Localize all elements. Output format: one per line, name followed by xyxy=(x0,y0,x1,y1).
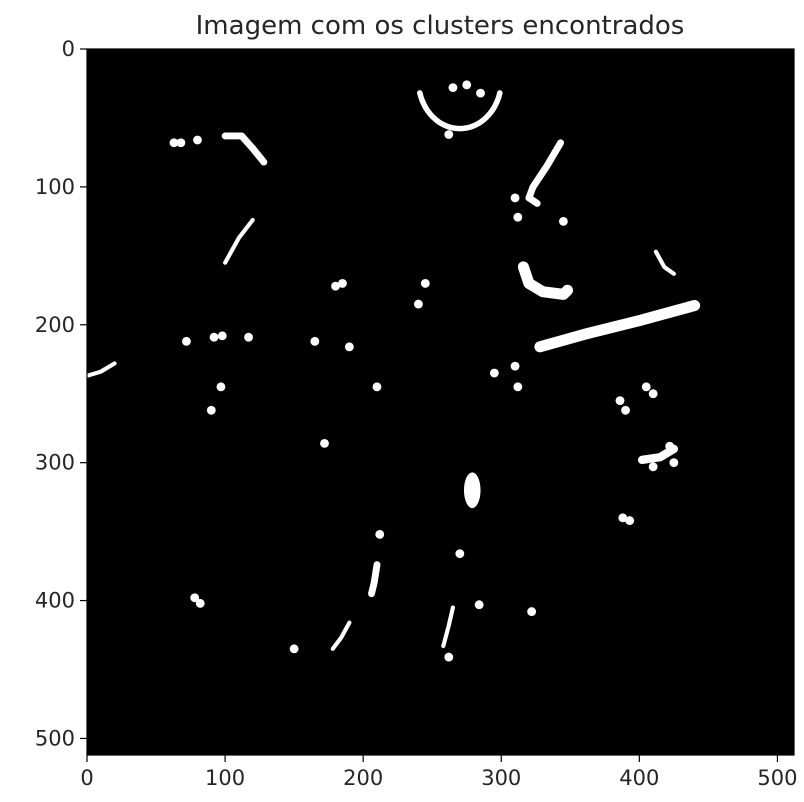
cluster-12-point-8 xyxy=(510,361,520,371)
cluster-3-point-1 xyxy=(513,212,523,222)
x-tick-label: 100 xyxy=(205,766,245,790)
cluster-3-point-0 xyxy=(510,193,520,203)
cluster-22-point-3 xyxy=(455,549,465,559)
cluster-1-point-1 xyxy=(462,80,472,90)
cluster-22-point-0 xyxy=(444,652,454,662)
cluster-17-point-1 xyxy=(625,516,635,526)
cluster-12-point-0 xyxy=(206,405,216,415)
cluster-12-point-2 xyxy=(372,382,382,392)
cluster-18 xyxy=(368,561,381,598)
cluster-20-point-1 xyxy=(195,598,205,608)
cluster-19 xyxy=(330,620,352,651)
cluster-22-point-1 xyxy=(527,607,537,617)
cluster-15-point-2 xyxy=(648,462,658,472)
cluster-12-point-5 xyxy=(331,281,340,291)
cluster-1-point-0 xyxy=(448,83,458,93)
cluster-11-point-4 xyxy=(310,336,320,346)
cluster-17-point-2 xyxy=(320,438,329,448)
y-tick-label: 100 xyxy=(35,175,75,199)
cluster-8-point-3 xyxy=(444,130,454,139)
cluster-20-point-0 xyxy=(190,593,200,603)
cluster-0 xyxy=(417,90,503,132)
cluster-15-point-1 xyxy=(669,458,679,468)
cluster-8-point-2 xyxy=(193,135,202,145)
cluster-11-point-5 xyxy=(344,342,354,352)
cluster-13-point-1 xyxy=(621,405,630,415)
cluster-6 xyxy=(223,217,255,265)
cluster-2 xyxy=(525,139,565,207)
cluster-15-point-0 xyxy=(665,441,675,451)
cluster-20-point-2 xyxy=(289,644,299,654)
cluster-11-point-2 xyxy=(217,331,227,341)
y-tick-label: 300 xyxy=(35,451,75,475)
cluster-9 xyxy=(653,249,676,276)
cluster-10 xyxy=(84,361,117,378)
chart-title: Imagem com os clusters encontrados xyxy=(196,11,685,41)
cluster-12-point-6 xyxy=(338,278,347,288)
y-tick-label: 0 xyxy=(62,37,75,61)
cluster-1-point-2 xyxy=(476,88,485,98)
axes-frame xyxy=(86,48,795,756)
cluster-12-point-1 xyxy=(216,382,226,392)
cluster-5 xyxy=(534,299,701,353)
cluster-20-point-3 xyxy=(375,529,385,539)
cluster-22-point-2 xyxy=(474,600,484,610)
y-tick-label: 400 xyxy=(35,589,75,613)
cluster-3-point-2 xyxy=(558,216,568,226)
x-tick-label: 300 xyxy=(481,766,521,790)
cluster-13-point-2 xyxy=(641,382,651,392)
x-tick-label: 500 xyxy=(757,766,797,790)
cluster-12-point-4 xyxy=(420,278,430,288)
cluster-21 xyxy=(441,605,455,649)
cluster-12-point-3 xyxy=(413,299,423,309)
cluster-14 xyxy=(637,444,679,465)
cluster-11-point-1 xyxy=(209,332,219,342)
cluster-11-point-0 xyxy=(182,336,191,346)
cluster-8-point-1 xyxy=(176,138,186,148)
cluster-16 xyxy=(463,472,481,509)
cluster-7 xyxy=(221,132,268,166)
cluster-12-point-9 xyxy=(513,382,523,392)
y-tick-label: 200 xyxy=(35,313,75,337)
x-tick-label: 400 xyxy=(619,766,659,790)
cluster-13-point-3 xyxy=(648,389,658,399)
x-tick-label: 0 xyxy=(80,766,93,790)
cluster-layer xyxy=(84,80,701,662)
cluster-17-point-0 xyxy=(618,513,628,523)
cluster-12-point-7 xyxy=(489,368,499,378)
cluster-13-point-0 xyxy=(615,396,625,406)
cluster-8-point-0 xyxy=(169,138,179,148)
cluster-11-point-3 xyxy=(244,332,253,342)
y-tick-label: 500 xyxy=(35,726,75,750)
cluster-4 xyxy=(517,261,574,300)
x-tick-label: 200 xyxy=(343,766,383,790)
image-area xyxy=(87,49,794,755)
